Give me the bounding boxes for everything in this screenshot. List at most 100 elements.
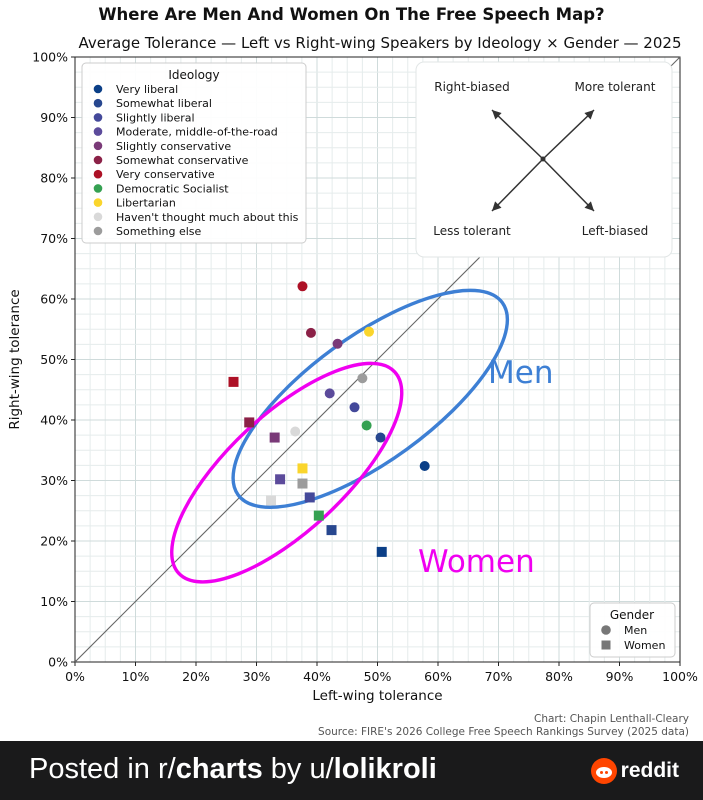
reddit-wordmark: reddit: [620, 759, 679, 782]
y-tick-label: 30%: [40, 473, 68, 488]
point-men: [349, 402, 360, 413]
ellipse-label-women: Women: [418, 544, 535, 580]
point-women: [297, 463, 308, 474]
scatter-chart: 0% 10% 20% 30% 40% 50% 60% 70% 80% 90% 100% 0% 10% 20…: [7, 50, 698, 705]
gender-legend-swatch: [601, 625, 611, 635]
x-tick-label: 90%: [606, 669, 634, 684]
ideology-legend-swatch: [93, 141, 103, 151]
x-tick-label: 60%: [424, 669, 452, 684]
ideology-legend-label: Slightly liberal: [116, 111, 195, 124]
point-men: [324, 388, 335, 399]
compass-arrowhead: [492, 201, 502, 211]
ideology-legend-swatch: [93, 169, 103, 179]
ideology-legend-label: Libertarian: [116, 197, 176, 210]
point-women: [376, 546, 387, 557]
point-women: [313, 510, 324, 521]
x-axis-label: Left-wing tolerance: [312, 688, 442, 704]
point-men: [332, 338, 343, 349]
gender-legend-title: Gender: [610, 608, 654, 622]
posted-in-label: Posted in r/: [29, 753, 176, 785]
point-men: [305, 327, 316, 338]
gender-legend-swatch: [601, 640, 611, 650]
point-women: [269, 432, 280, 443]
compass-arrow: [491, 158, 544, 212]
x-tick-label: 10%: [122, 669, 150, 684]
ideology-legend-swatch: [93, 113, 103, 122]
posted-by-label: by u/: [262, 753, 334, 785]
compass-box: Right-biased More tolerant Less tolerant Le…: [415, 61, 673, 258]
x-tick-label: 30%: [243, 669, 271, 684]
compass-label-bottom-right: Left-biased: [582, 224, 648, 238]
point-men: [419, 460, 430, 471]
compass-center: [540, 156, 546, 162]
point-men: [375, 432, 386, 443]
compass-arrowhead: [584, 110, 594, 120]
chart-title: Where Are Men And Women On The Free Spee…: [98, 5, 605, 24]
y-tick-label: 40%: [40, 413, 68, 428]
reddit-footer-bar: Posted in r/charts by u/lolikroli reddit: [0, 741, 703, 800]
ideology-legend-swatch: [93, 155, 103, 165]
compass-label-top-right: More tolerant: [575, 80, 656, 94]
compass-arrowhead: [584, 201, 594, 211]
ideology-legend-title: Ideology: [168, 68, 219, 82]
chart-credit: Chart: Chapin Lenthall-Cleary: [533, 713, 689, 725]
y-tick-label: 80%: [40, 171, 68, 186]
ideology-legend-label: Very conservative: [116, 168, 215, 181]
y-tick-label: 90%: [40, 110, 68, 125]
ideology-legend-label: Democratic Socialist: [116, 182, 229, 195]
compass-label-bottom-left: Less tolerant: [433, 224, 511, 238]
compass-arrowhead: [492, 110, 502, 120]
ellipse-men: [231, 288, 510, 509]
y-tick-label: 10%: [40, 594, 68, 609]
ideology-legend-swatch: [93, 127, 103, 136]
ideology-legend-swatch: [93, 226, 103, 236]
x-tick-label: 70%: [485, 669, 513, 684]
y-tick-label: 50%: [40, 352, 68, 367]
y-axis-label: Right-wing tolerance: [7, 289, 23, 429]
ideology-legend-swatch: [93, 98, 103, 108]
compass-arrow: [491, 109, 544, 160]
point-men: [364, 326, 375, 337]
user-link[interactable]: lolikroli: [333, 753, 437, 785]
y-tick-label: 20%: [40, 534, 68, 549]
snoo-icon: [590, 758, 617, 784]
ideology-legend-label: Somewhat conservative: [116, 154, 249, 167]
ideology-legend-label: Slightly conservative: [116, 140, 231, 153]
point-men: [297, 281, 308, 292]
ideology-legend-label: Very liberal: [116, 83, 178, 96]
point-women: [266, 495, 277, 506]
y-tick-label: 60%: [40, 292, 68, 307]
compass-label-top-left: Right-biased: [434, 80, 510, 94]
point-women: [228, 376, 239, 387]
ideology-legend-label: Moderate, middle-of-the-road: [116, 126, 278, 139]
x-tick-label: 100%: [662, 669, 698, 684]
x-tick-label: 80%: [545, 669, 573, 684]
y-tick-label: 100%: [32, 50, 68, 65]
posted-in-text: Posted in r/charts by u/lolikroli: [29, 753, 437, 786]
ideology-legend-box: [81, 62, 307, 244]
x-tick-label: 20%: [182, 669, 210, 684]
compass-arrow: [542, 109, 595, 160]
gender-legend-box: [589, 602, 676, 658]
y-tick-label: 70%: [40, 231, 68, 246]
point-women: [304, 492, 315, 503]
reddit-logo: reddit: [590, 758, 679, 784]
ideology-legend-label: Something else: [116, 225, 202, 238]
y-tick-label: 0%: [48, 655, 68, 670]
chart-source: Source: FIRE's 2026 College Free Speech …: [318, 726, 689, 738]
ideology-legend-swatch: [93, 84, 103, 94]
ideology-legend-label: Haven't thought much about this: [116, 211, 299, 224]
gender-legend-label: Women: [624, 639, 665, 652]
point-women: [244, 417, 255, 428]
compass-arrow: [542, 158, 595, 212]
x-tick-label: 40%: [303, 669, 331, 684]
ideology-legend-swatch: [93, 198, 103, 207]
ideology-legend-swatch: [93, 184, 103, 193]
point-men: [290, 426, 301, 437]
gender-legend: Gender Men Women: [589, 602, 676, 658]
point-women: [275, 474, 286, 485]
gender-legend-label: Men: [624, 624, 647, 637]
point-men: [361, 420, 372, 431]
subreddit-link[interactable]: charts: [175, 753, 263, 785]
